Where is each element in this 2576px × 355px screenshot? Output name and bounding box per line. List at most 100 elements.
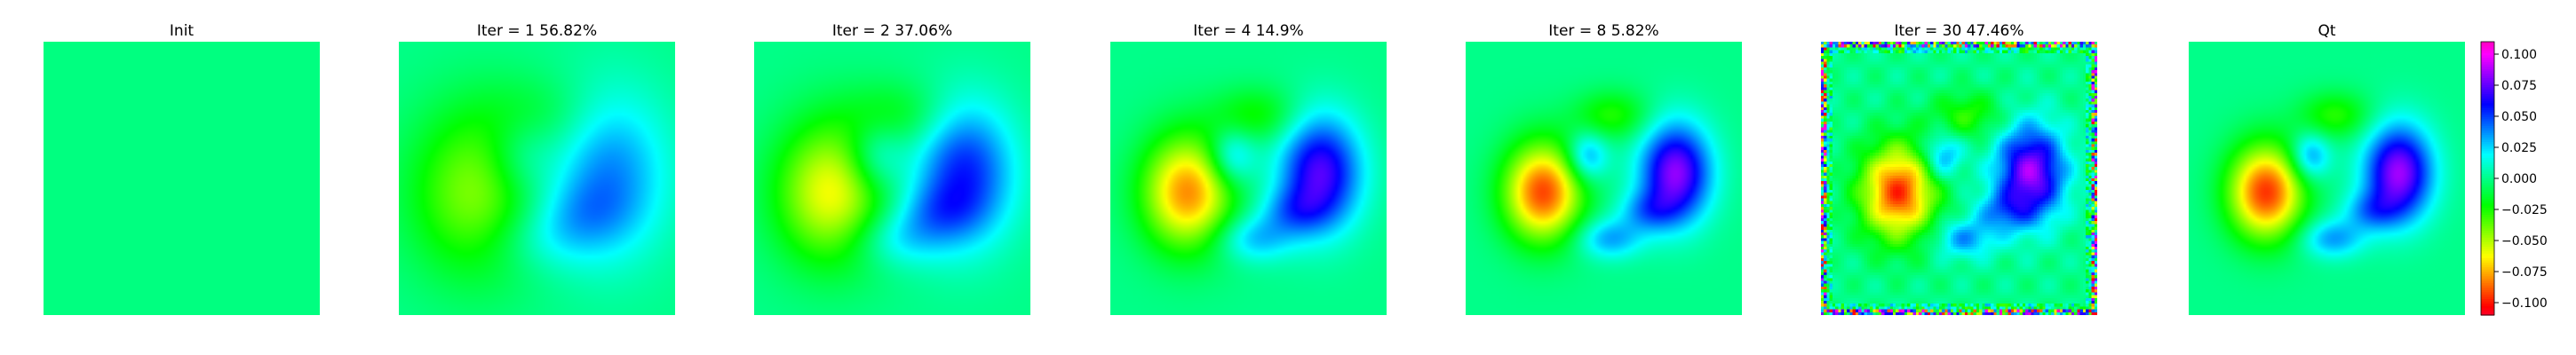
colorbar-segment bbox=[2481, 272, 2494, 275]
colorbar-segment bbox=[2481, 130, 2494, 134]
colorbar-segment bbox=[2481, 148, 2494, 152]
colorbar-segment bbox=[2481, 67, 2494, 70]
panel-title: Iter = 4 14.9% bbox=[1193, 22, 1303, 40]
colorbar-segment bbox=[2481, 308, 2494, 312]
colorbar-segment bbox=[2481, 283, 2494, 287]
colorbar-segment bbox=[2481, 205, 2494, 209]
colorbar-segment bbox=[2481, 225, 2494, 230]
colorbar-segment bbox=[2481, 299, 2494, 303]
colorbar-segment bbox=[2481, 209, 2494, 214]
colorbar-segment bbox=[2481, 141, 2494, 146]
colorbar-segment bbox=[2481, 84, 2494, 88]
colorbar-segment bbox=[2481, 135, 2494, 138]
colorbar-segment bbox=[2481, 75, 2494, 79]
colorbar-segment bbox=[2481, 208, 2494, 211]
colorbar-segment bbox=[2481, 146, 2494, 150]
colorbar-segment bbox=[2481, 100, 2494, 104]
colorbar-segment bbox=[2481, 285, 2494, 288]
colorbar-segment bbox=[2481, 91, 2494, 95]
colorbar-tick-label: −0.100 bbox=[2501, 296, 2548, 311]
colorbar-segment bbox=[2481, 248, 2494, 252]
colorbar-segment bbox=[2481, 180, 2494, 184]
heatmap-panels: Init Iter = 1 56.82% Iter = 2 37.06% Iter =… bbox=[44, 22, 2465, 315]
heatmap-panel-7: Qt bbox=[2189, 22, 2465, 315]
colorbar-segment bbox=[2481, 176, 2494, 179]
colorbar-tick-label: 0.100 bbox=[2501, 48, 2537, 62]
colorbar-segment bbox=[2481, 201, 2494, 204]
colorbar-segment bbox=[2481, 224, 2494, 227]
heatmap-panel-3: Iter = 2 37.06% bbox=[754, 22, 1030, 315]
colorbar-segment bbox=[2481, 187, 2494, 191]
colorbar-segment bbox=[2481, 253, 2494, 256]
panel-title: Init bbox=[170, 22, 195, 40]
colorbar-segment bbox=[2481, 292, 2494, 296]
colorbar-segment bbox=[2481, 173, 2494, 178]
colorbar-segment bbox=[2481, 199, 2494, 202]
colorbar-segment bbox=[2481, 137, 2494, 140]
colorbar-segment bbox=[2481, 68, 2494, 72]
heatmap-image bbox=[2189, 42, 2465, 315]
colorbar-segment bbox=[2481, 96, 2494, 99]
panel-title: Iter = 1 56.82% bbox=[477, 22, 597, 40]
colorbar-segment bbox=[2481, 221, 2494, 225]
colorbar-segment bbox=[2481, 55, 2494, 59]
colorbar-segment bbox=[2481, 71, 2494, 75]
colorbar-segment bbox=[2481, 237, 2494, 241]
colorbar-segment bbox=[2481, 144, 2494, 147]
colorbar-segment bbox=[2481, 310, 2494, 314]
colorbar-segment bbox=[2481, 87, 2494, 91]
colorbar-segment bbox=[2481, 219, 2494, 223]
colorbar-segment bbox=[2481, 192, 2494, 195]
heatmap-image bbox=[1821, 42, 2097, 315]
colorbar-segment bbox=[2481, 178, 2494, 182]
colorbar-segment bbox=[2481, 157, 2494, 162]
colorbar-segment bbox=[2481, 247, 2494, 250]
colorbar-segment bbox=[2481, 125, 2494, 130]
colorbar-segment bbox=[2481, 217, 2494, 220]
colorbar-segment bbox=[2481, 183, 2494, 186]
colorbar-segment bbox=[2481, 288, 2494, 291]
colorbar-segment bbox=[2481, 112, 2494, 115]
colorbar-segment bbox=[2481, 155, 2494, 159]
heatmap-image bbox=[399, 42, 675, 315]
colorbar-segment bbox=[2481, 139, 2494, 143]
colorbar-segment bbox=[2481, 89, 2494, 93]
heatmap-image bbox=[1110, 42, 1387, 315]
colorbar-tick-label: 0.050 bbox=[2501, 110, 2537, 124]
colorbar-segment bbox=[2481, 99, 2494, 102]
colorbar-segment bbox=[2481, 83, 2494, 86]
colorbar-segment bbox=[2481, 185, 2494, 188]
colorbar: −0.100 −0.075 −0.050 −0.025 0.000 0.025 0.050 0… bbox=[2480, 41, 2548, 316]
colorbar-segment bbox=[2481, 110, 2494, 114]
colorbar-tick-label: 0.025 bbox=[2501, 141, 2537, 155]
colorbar-tick-label: −0.075 bbox=[2501, 265, 2548, 280]
colorbar-segment bbox=[2481, 167, 2494, 170]
colorbar-segment bbox=[2481, 203, 2494, 207]
colorbar-segment bbox=[2481, 280, 2494, 284]
heatmap-panel-6: Iter = 30 47.46% bbox=[1821, 22, 2097, 315]
colorbar-segment bbox=[2481, 103, 2494, 106]
colorbar-segment bbox=[2481, 269, 2494, 272]
colorbar-segment bbox=[2481, 215, 2494, 218]
colorbar-segment bbox=[2481, 256, 2494, 259]
colorbar-segment bbox=[2481, 64, 2494, 67]
heatmap-panel-2: Iter = 1 56.82% bbox=[399, 22, 675, 315]
colorbar-segment bbox=[2481, 114, 2494, 118]
colorbar-segment bbox=[2481, 52, 2494, 56]
colorbar-segment bbox=[2481, 151, 2494, 154]
colorbar-segment bbox=[2481, 289, 2494, 293]
colorbar-segment bbox=[2481, 119, 2494, 122]
colorbar-segment bbox=[2481, 48, 2494, 51]
colorbar-segment bbox=[2481, 160, 2494, 163]
colorbar-tick-label: −0.050 bbox=[2501, 234, 2548, 248]
colorbar-segment bbox=[2481, 59, 2494, 63]
colorbar-segment bbox=[2481, 264, 2494, 268]
colorbar-tick-label: 0.075 bbox=[2501, 79, 2537, 93]
colorbar-segment bbox=[2481, 301, 2494, 304]
colorbar-segment bbox=[2481, 164, 2494, 168]
colorbar-segment bbox=[2481, 233, 2494, 236]
colorbar-segment bbox=[2481, 132, 2494, 136]
panel-title: Qt bbox=[2318, 22, 2335, 40]
colorbar-segment bbox=[2481, 231, 2494, 234]
colorbar-segment bbox=[2481, 116, 2494, 120]
